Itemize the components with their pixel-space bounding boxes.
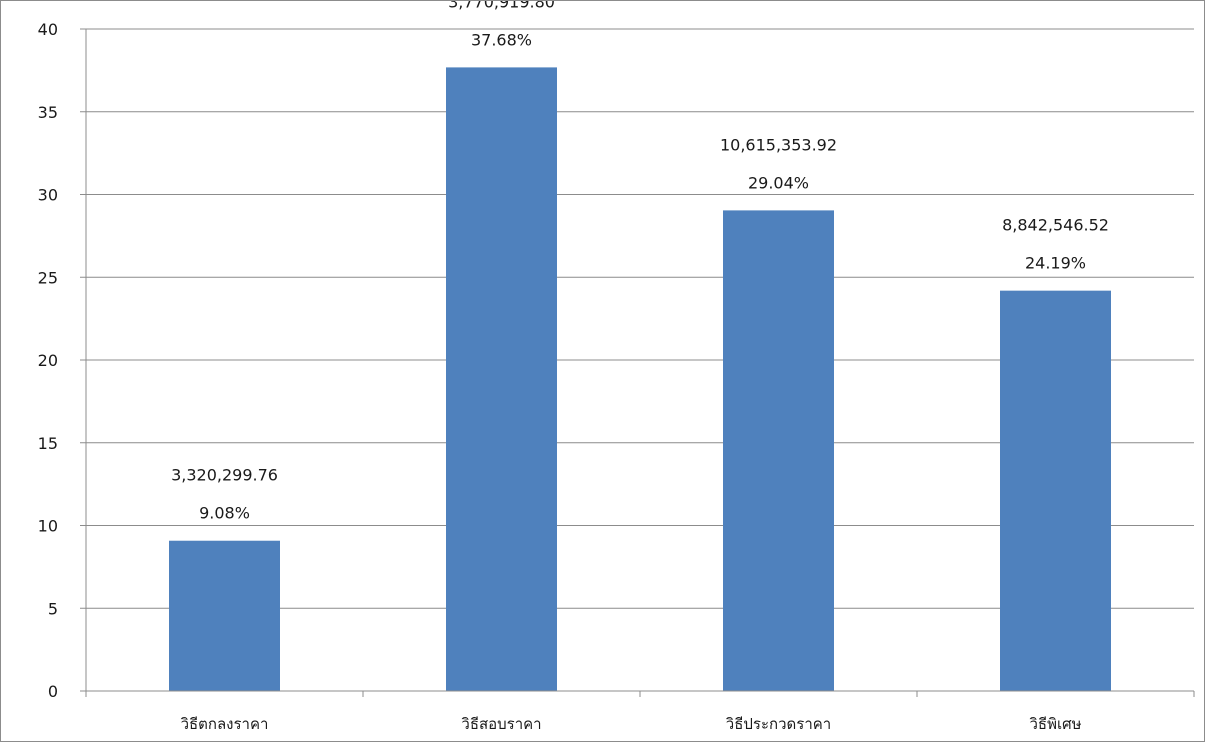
bar bbox=[1000, 290, 1111, 691]
y-tick-label: 0 bbox=[48, 682, 58, 701]
bar-percent-label: 37.68% bbox=[471, 30, 532, 49]
bar-percent-label: 9.08% bbox=[199, 504, 250, 523]
x-category-label: วิธีตกลงราคา bbox=[180, 715, 268, 733]
bar bbox=[446, 67, 557, 692]
bar bbox=[169, 540, 280, 691]
bar-amount-label: 10,615,353.92 bbox=[720, 135, 837, 154]
bar-percent-label: 29.04% bbox=[748, 173, 809, 192]
y-tick-label: 10 bbox=[38, 517, 58, 536]
labels: 0 5 10 15 20 25 30 35 40 วิธีตกลงราคา 3,320,299.76… bbox=[38, 1, 1109, 733]
y-tick-label: 25 bbox=[38, 268, 58, 287]
bar-percent-label: 24.19% bbox=[1025, 254, 1086, 273]
x-category-label: วิธีสอบราคา bbox=[461, 715, 542, 733]
y-tick-label: 40 bbox=[38, 20, 58, 39]
y-tick-label: 35 bbox=[38, 103, 58, 122]
bar-amount-label: 3,770,919.80 bbox=[448, 1, 555, 11]
bar-amount-label: 3,320,299.76 bbox=[171, 466, 278, 485]
x-category-label: วิธีพิเศษ bbox=[1029, 715, 1082, 733]
bar-amount-label: 8,842,546.52 bbox=[1002, 216, 1109, 235]
y-tick-label: 30 bbox=[38, 186, 58, 205]
y-tick-label: 15 bbox=[38, 434, 58, 453]
bar bbox=[723, 210, 834, 691]
axes bbox=[80, 28, 1195, 697]
y-tick-label: 5 bbox=[48, 599, 58, 618]
x-category-label: วิธีประกวดราคา bbox=[725, 715, 831, 733]
bars bbox=[169, 67, 1111, 692]
gridlines bbox=[86, 28, 1194, 609]
y-tick-label: 20 bbox=[38, 351, 58, 370]
